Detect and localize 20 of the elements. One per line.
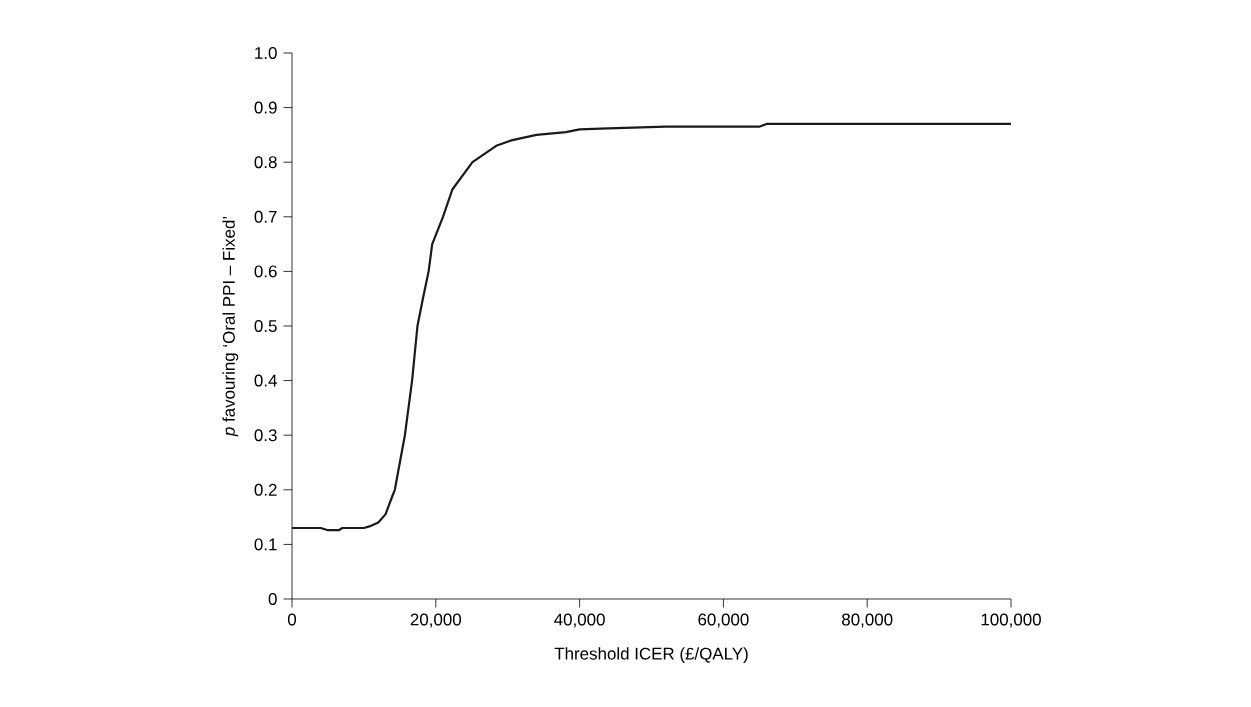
x-axis-title: Threshold ICER (£/QALY) bbox=[554, 647, 748, 663]
y-tick-label: 1.0 bbox=[255, 47, 277, 59]
y-tick-label: 0.5 bbox=[254, 320, 277, 332]
y-tick-label: 0.7 bbox=[254, 210, 277, 223]
x-tick-label: 40,000 bbox=[554, 613, 605, 628]
line-series bbox=[292, 122, 1012, 532]
x-tick-label: 100,000 bbox=[981, 613, 1041, 628]
x-tick-label: 0 bbox=[287, 613, 297, 626]
y-tick-label: 0.1 bbox=[254, 538, 277, 551]
y-tick-label: 0.2 bbox=[254, 483, 277, 496]
y-tick-label: 0 bbox=[268, 593, 277, 605]
y-tick-label: 0.6 bbox=[254, 265, 277, 278]
x-tick-label: 60,000 bbox=[698, 613, 749, 628]
x-tick-label: 80,000 bbox=[842, 613, 893, 628]
y-tick-label: 0.4 bbox=[254, 374, 277, 387]
y-tick-label: 0.8 bbox=[254, 156, 277, 169]
y-tick-label: 0.9 bbox=[254, 101, 277, 114]
x-tick-label: 20,000 bbox=[410, 613, 462, 628]
y-axis-title: p favouring ‘Oral PPI – Fixed’ bbox=[222, 216, 239, 437]
y-tick-label: 0.3 bbox=[254, 429, 277, 442]
